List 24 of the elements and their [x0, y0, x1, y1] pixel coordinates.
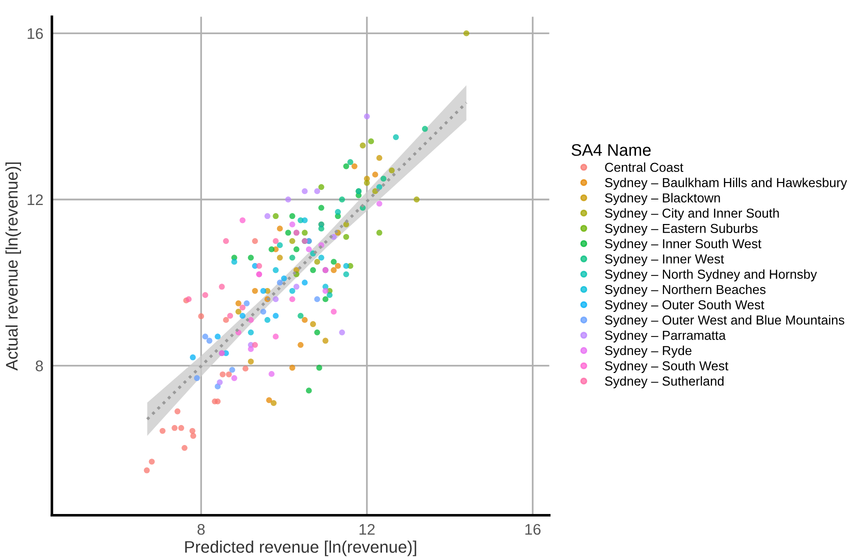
legend-label: Sydney – Blacktown	[605, 192, 720, 206]
legend-label: Sydney – Outer West and Blue Mountains	[605, 315, 844, 328]
legend-label: Central Coast	[605, 162, 684, 172]
y-tick-label: 8	[36, 360, 43, 372]
x-axis-title: Predicted revenue [ln(revenue)]	[185, 540, 416, 556]
legend-label: Sydney – Inner South West	[605, 238, 762, 251]
legend-label: Sydney – Outer South West	[605, 300, 764, 312]
legend-label: Sydney – Eastern Suburbs	[605, 224, 758, 236]
legend-label: Sydney – Sutherland	[605, 376, 724, 388]
legend-label: Sydney – Parramatta	[605, 330, 726, 342]
x-tick-label: 12	[360, 524, 375, 535]
legend-label: Sydney – North Sydney and Hornsby	[605, 269, 817, 282]
x-tick-label: 16	[525, 524, 541, 535]
x-tick-label: 8	[198, 524, 205, 535]
y-tick-label: 12	[28, 194, 43, 206]
y-axis-title: Actual revenue [ln(revenue)]	[5, 162, 22, 371]
legend-label: Sydney – City and Inner South	[605, 208, 779, 220]
legend-title: SA4 Name	[572, 144, 651, 156]
legend-label: Sydney – South West	[605, 360, 728, 373]
legend-label: Sydney – Northern Beaches	[605, 284, 766, 297]
legend-label: Sydney – Baulkham Hills and Hawkesbury	[605, 178, 848, 190]
legend-label: Sydney – Inner West	[605, 254, 724, 266]
y-tick-label: 16	[28, 28, 43, 40]
legend-label: Sydney – Ryde	[605, 346, 692, 358]
